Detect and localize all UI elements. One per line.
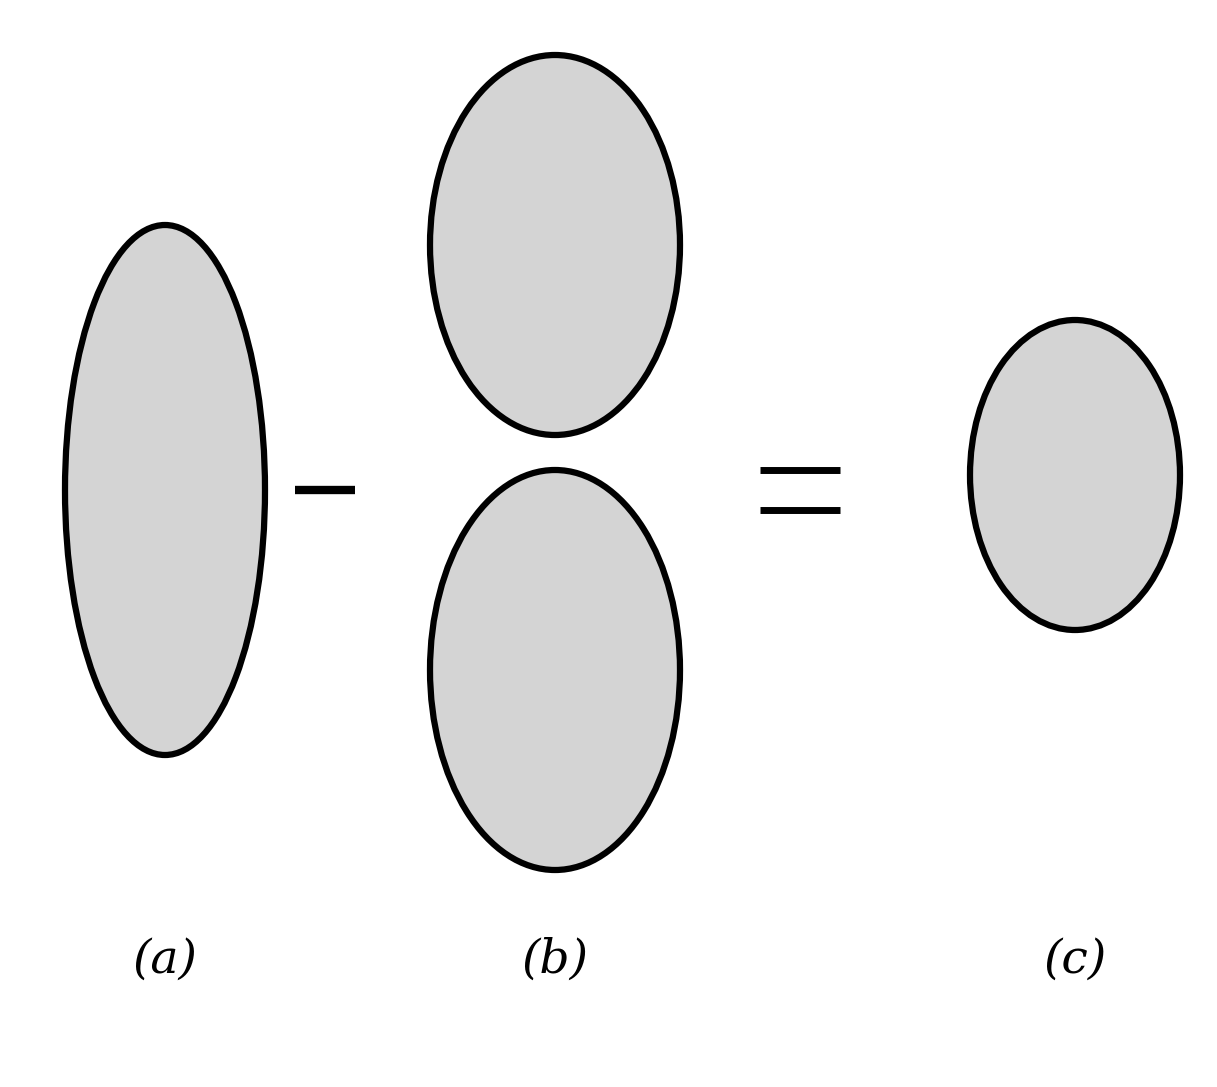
- Ellipse shape: [65, 225, 265, 755]
- Text: (c): (c): [1043, 937, 1106, 983]
- Text: (a): (a): [133, 937, 197, 983]
- Text: (b): (b): [522, 937, 589, 983]
- Ellipse shape: [970, 320, 1180, 630]
- Ellipse shape: [430, 470, 680, 870]
- Ellipse shape: [430, 55, 680, 435]
